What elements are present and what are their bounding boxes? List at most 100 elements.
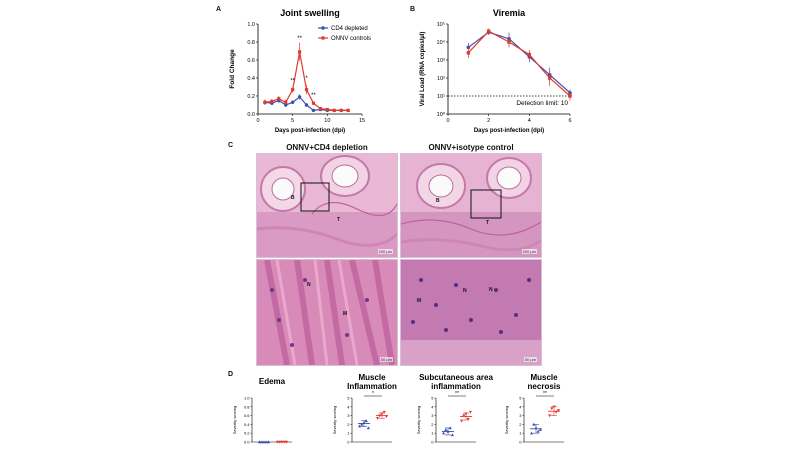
x-tick-label: 4	[528, 118, 531, 124]
joint-swelling-chart: Joint swelling 0 5 10 15 0.0 0.2 0.4 0.6 0.8 1.0 Da…	[229, 8, 371, 134]
x-tick-label: 2	[487, 118, 490, 124]
data-point	[547, 76, 552, 80]
y-tick-label: 2	[431, 422, 434, 427]
data-point	[346, 108, 350, 112]
data-point	[358, 424, 362, 428]
label-b-left: B	[291, 195, 295, 201]
y-axis-label: Severity scoring	[332, 406, 337, 434]
y-tick-label: 0	[431, 440, 434, 445]
y-tick-label: 0.0	[247, 112, 255, 118]
panel-label-c: C	[228, 142, 234, 149]
histology-isotype-low-mag-image	[401, 154, 541, 257]
y-tick-label: 4	[519, 404, 522, 409]
y-tick-label: 0	[347, 440, 350, 445]
y-tick-label: 0.8	[244, 404, 250, 409]
legend-marker	[321, 36, 325, 40]
significance-marker: **	[311, 93, 316, 99]
significance-marker: *	[305, 76, 308, 82]
histology-isotype-high-mag: N M N 50 µm	[400, 259, 542, 366]
data-point	[466, 417, 470, 421]
panel-label-a: A	[216, 6, 222, 13]
x-tick-label: 5	[291, 118, 294, 124]
data-point	[311, 108, 316, 113]
chart-title-line: Edema	[259, 377, 286, 386]
data-point	[442, 431, 446, 435]
x-tick-label: 6	[568, 118, 571, 124]
x-tick-label: 15	[359, 118, 365, 124]
y-tick-label: 3	[519, 413, 522, 418]
histology-isotype-high-mag-image	[401, 260, 541, 365]
chart-title-line: Muscle	[530, 373, 558, 382]
y-tick-label: 10⁴	[437, 39, 446, 46]
data-point	[298, 50, 302, 54]
data-point	[318, 107, 322, 111]
y-tick-label: 1	[347, 431, 350, 436]
y-tick-label: 2	[519, 422, 522, 427]
data-point	[291, 88, 295, 92]
significance-marker: **	[543, 391, 547, 397]
y-tick-label: 5	[519, 396, 522, 401]
y-axis-label: Severity scoring	[416, 406, 421, 434]
histology-right-title: ONNV+isotype control	[428, 143, 514, 152]
y-tick-label: 0.4	[247, 76, 255, 82]
data-point	[486, 29, 491, 33]
data-point	[270, 99, 274, 103]
histology-cd4-low-mag: B T 200 µm	[256, 153, 398, 258]
y-tick-label: 2	[347, 422, 350, 427]
series-line-1	[467, 31, 571, 94]
x-tick-label: 10	[324, 118, 330, 124]
y-tick-label: 10⁰	[437, 111, 446, 118]
significance-marker: **	[297, 36, 302, 42]
y-tick-label: 0.8	[247, 40, 255, 46]
data-point	[376, 417, 380, 420]
label-n-left: N	[307, 282, 311, 288]
data-point	[290, 100, 295, 105]
label-t-left: T	[337, 217, 341, 223]
y-tick-label: 1.0	[244, 396, 250, 401]
data-point	[339, 108, 343, 112]
scale-bar-top-right: 200 µm	[521, 249, 537, 254]
label-m-right: M	[417, 298, 422, 304]
legend-marker	[321, 26, 325, 30]
data-point	[304, 88, 309, 92]
edema-chart: Edema 0.0 0.2 0.4 0.6 0.8 1.0 Severity scoring	[232, 377, 292, 445]
x-axis-label: Days post-infection (dpi)	[474, 128, 544, 134]
chart-title-line: inflammation	[431, 382, 481, 391]
y-tick-label: 1	[431, 431, 434, 436]
histology-cd4-high-mag-image	[257, 260, 397, 365]
y-axis-label: Fold Change	[229, 49, 236, 89]
data-point	[568, 94, 572, 98]
scale-bar-bottom-right: 50 µm	[523, 357, 537, 362]
data-point	[366, 426, 370, 430]
label-n-right: N	[463, 288, 467, 294]
label-n-right-2: N	[489, 287, 493, 293]
scale-bar-bottom-left: 50 µm	[379, 357, 393, 362]
y-tick-label: 0.2	[244, 431, 250, 436]
data-point	[277, 97, 281, 101]
legend-label: ONNV controls	[331, 36, 371, 42]
y-tick-label: 0.4	[244, 422, 250, 427]
y-tick-label: 0	[519, 440, 522, 445]
y-tick-label: 5	[431, 396, 434, 401]
chart-title-line: Inflammation	[347, 382, 397, 391]
scale-bar-top-left: 200 µm	[377, 249, 393, 254]
panel-label-d: D	[228, 371, 234, 378]
data-point	[444, 428, 448, 431]
series-line-2	[467, 30, 571, 97]
data-point	[284, 100, 288, 104]
data-point	[527, 52, 532, 57]
y-tick-label: 5	[347, 396, 350, 401]
label-m-left: M	[343, 311, 348, 317]
legend-label: CD4 depleted	[331, 26, 368, 32]
label-t-right: T	[486, 220, 490, 226]
y-tick-label: 1	[519, 431, 522, 436]
data-point	[450, 433, 454, 437]
significance-marker: *	[372, 391, 374, 397]
y-tick-label: 0.6	[247, 58, 255, 64]
y-axis-label: Severity scoring	[504, 406, 509, 434]
y-axis-label: Severity scoring	[232, 406, 237, 434]
y-tick-label: 10¹	[437, 94, 445, 100]
histology-left-title: ONNV+CD4 depletion	[286, 143, 368, 152]
